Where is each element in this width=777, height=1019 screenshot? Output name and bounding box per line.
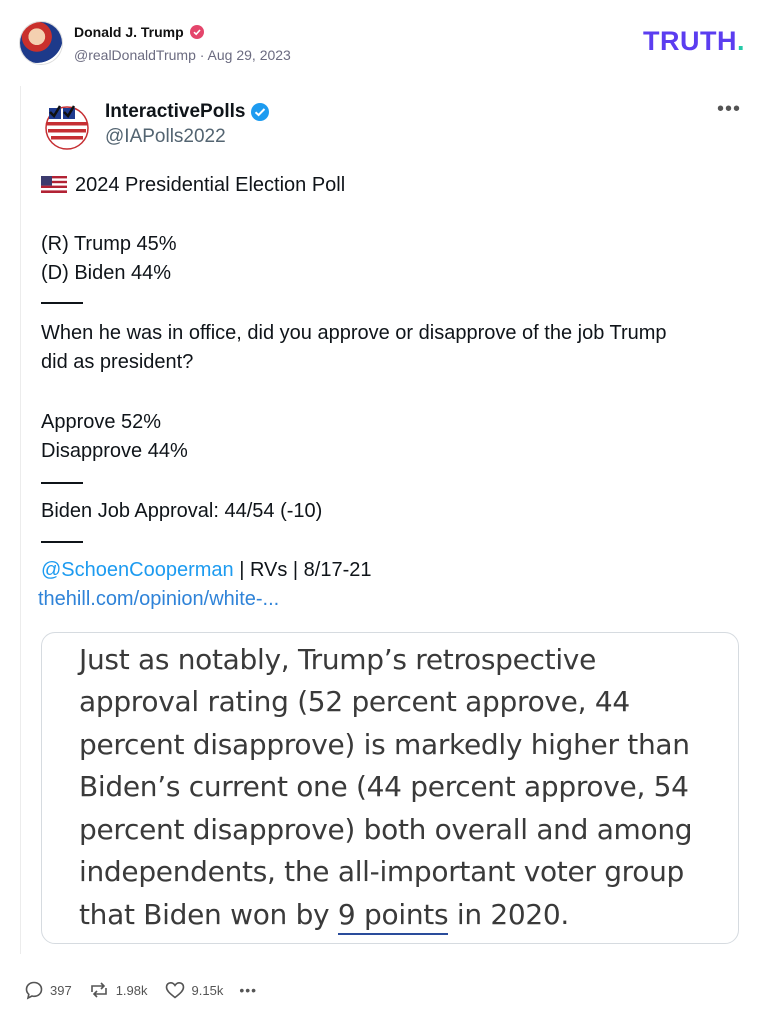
source-details: | RVs | 8/17-21 xyxy=(233,559,372,581)
meta-separator: · xyxy=(199,47,205,63)
us-flag-icon xyxy=(41,176,67,193)
excerpt-line: approval rating (52 percent approve, 44 xyxy=(79,685,630,718)
reply-button[interactable]: 397 xyxy=(24,980,72,1000)
biden-result: (D) Biden 44% xyxy=(41,262,172,284)
disapprove-result: Disapprove 44% xyxy=(41,440,188,462)
excerpt-text: in 2020. xyxy=(448,898,570,931)
brand-text: TRUTH xyxy=(643,26,737,56)
interactivepolls-logo-icon xyxy=(45,105,89,150)
more-icon[interactable]: ••• xyxy=(717,98,742,120)
excerpt-line: percent disapprove) is markedly higher t… xyxy=(79,728,690,761)
retruth-button[interactable]: 1.98k xyxy=(88,980,148,1000)
article-excerpt-card[interactable]: Just as notably, Trump’s retrospective a… xyxy=(41,632,739,944)
retruth-count: 1.98k xyxy=(115,982,148,998)
more-icon[interactable]: ••• xyxy=(239,982,258,998)
verified-badge-icon xyxy=(251,103,270,121)
verified-badge-icon xyxy=(189,25,204,39)
brand-dot: . xyxy=(736,26,745,56)
author-name[interactable]: Donald J. Trump xyxy=(74,24,184,40)
reply-count: 397 xyxy=(50,982,72,998)
poll-source: @SchoenCooperman | RVs | 8/17-21 xyxy=(41,559,372,582)
post-actions: 397 1.98k 9.15k ••• xyxy=(24,976,273,1004)
divider xyxy=(41,482,83,484)
divider xyxy=(41,302,83,304)
excerpt-line: that Biden won by 9 points in 2020. xyxy=(79,898,570,935)
question-line-1: When he was in office, did you approve o… xyxy=(41,322,667,344)
excerpt-line: independents, the all-important voter gr… xyxy=(79,855,685,888)
truth-logo[interactable]: TRUTH. xyxy=(643,28,745,55)
biden-approval: Biden Job Approval: 44/54 (-10) xyxy=(41,500,323,522)
post-date[interactable]: Aug 29, 2023 xyxy=(207,47,291,63)
source-mention-link[interactable]: @SchoenCooperman xyxy=(41,559,234,581)
question-line-2: did as president? xyxy=(41,351,194,373)
trump-result: (R) Trump 45% xyxy=(41,233,177,255)
divider xyxy=(41,541,83,543)
excerpt-text: that Biden won by xyxy=(79,898,338,931)
retruth-icon xyxy=(90,982,107,998)
like-button[interactable]: 9.15k xyxy=(164,980,224,1000)
excerpt-underlined-link[interactable]: 9 points xyxy=(337,898,449,935)
quoted-account-name[interactable]: InteractivePolls xyxy=(105,101,246,122)
quoted-tweet-image: InteractivePolls @IAPolls2022 ••• 2024 P… xyxy=(20,86,757,954)
article-link[interactable]: thehill.com/opinion/white-... xyxy=(38,588,280,610)
excerpt-line: percent disapprove) both overall and amo… xyxy=(79,813,693,846)
author-avatar[interactable] xyxy=(20,22,62,64)
poll-headline: 2024 Presidential Election Poll xyxy=(41,174,345,197)
reply-icon xyxy=(25,981,43,1000)
quoted-account-handle[interactable]: @IAPolls2022 xyxy=(105,126,226,147)
excerpt-line: Biden’s current one (44 percent approve,… xyxy=(79,770,689,803)
heart-icon xyxy=(165,981,184,999)
post-header: Donald J. Trump @realDonaldTrump · Aug 2… xyxy=(0,0,777,80)
author-handle[interactable]: @realDonaldTrump xyxy=(74,47,196,63)
approve-result: Approve 52% xyxy=(41,411,162,433)
poll-headline-text: 2024 Presidential Election Poll xyxy=(75,174,346,196)
excerpt-line: Just as notably, Trump’s retrospective xyxy=(79,643,597,676)
like-count: 9.15k xyxy=(191,982,224,998)
author-meta: @realDonaldTrump · Aug 29, 2023 xyxy=(74,47,291,63)
